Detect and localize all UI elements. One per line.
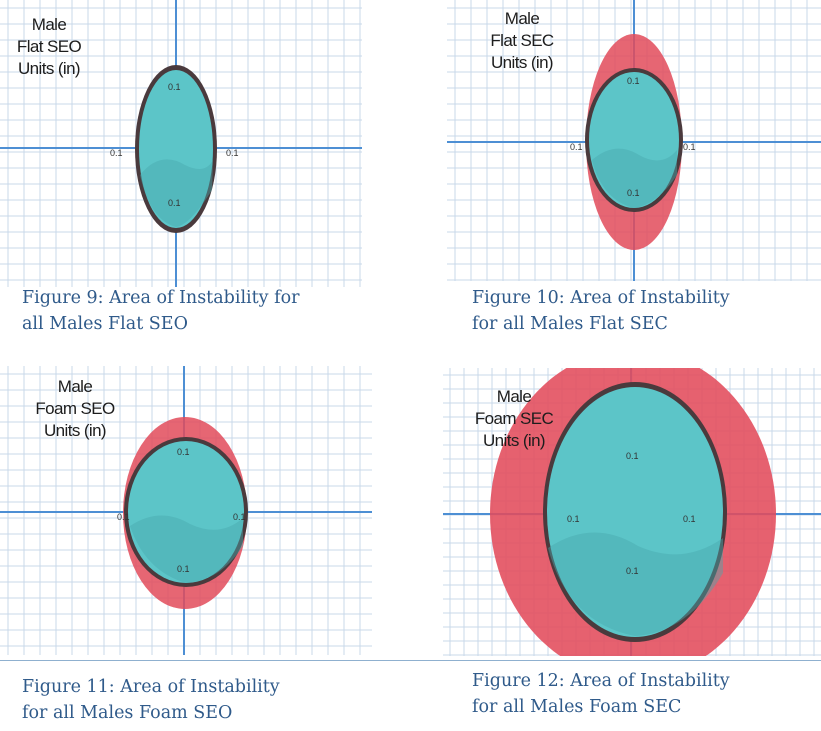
figure-12-tick-top: 0.1: [626, 451, 639, 461]
figure-12-label-line2: Foam SEC: [474, 409, 554, 428]
figure-10-tick-top: 0.1: [627, 76, 640, 86]
figure-9-caption: Figure 9: Area of Instability for all Ma…: [22, 285, 300, 337]
figure-11-shading: [130, 515, 243, 583]
figure-12-label-line1: Male: [496, 387, 532, 406]
figure-11-label-line3: Units (in): [43, 421, 107, 440]
figure-10-caption-line2: for all Males Flat SEC: [472, 314, 668, 334]
figure-10-label-line2: Flat SEC: [490, 31, 554, 50]
figure-11-tick-bottom: 0.1: [177, 564, 190, 574]
figure-12-instability-area: [547, 387, 723, 637]
figure-11-label-line2: Foam SEO: [35, 399, 115, 418]
figure-9-label-line2: Flat SEO: [16, 37, 82, 56]
figure-9-tick-top: 0.1: [168, 82, 181, 92]
figure-10-plot: 0.1 0.1 0.1 0.1 Male Flat SEC Units (in): [447, 0, 821, 281]
figure-11-tick-left: 0.1: [117, 512, 130, 522]
figure-9-tick-left: 0.1: [110, 148, 123, 158]
figure-12-shading: [548, 532, 723, 636]
figure-12-tick-left: 0.1: [567, 514, 580, 524]
figure-12-caption-line2: for all Males Foam SEC: [472, 697, 682, 717]
figure-9-tick-bottom: 0.1: [168, 198, 181, 208]
figure-12-graphic: 0.1 0.1 0.1 0.1: [443, 368, 821, 656]
figure-11-instability-area: [128, 441, 244, 583]
divider: [0, 660, 821, 661]
figure-11-tick-top: 0.1: [177, 447, 190, 457]
figure-11-caption: Figure 11: Area of Instability for all M…: [22, 674, 280, 726]
figure-9-plot: 0.1 0.1 0.1 0.1 Male Flat SEO Units (in): [0, 0, 362, 287]
figure-10-caption: Figure 10: Area of Instability for all M…: [472, 285, 730, 337]
figure-10-shading: [592, 148, 677, 208]
figure-11-caption-line2: for all Males Foam SEO: [22, 703, 233, 723]
figure-12-plot: 0.1 0.1 0.1 0.1 Male Foam SEC Units (in): [443, 368, 821, 656]
figure-11-tick-right: 0.1: [233, 512, 246, 522]
figure-11-caption-line1: Figure 11: Area of Instability: [22, 677, 280, 697]
figure-12-caption: Figure 12: Area of Instability for all M…: [472, 668, 730, 720]
figure-9-label-line1: Male: [31, 15, 67, 34]
figure-9-instability-area: [139, 70, 213, 228]
figure-12-tick-right: 0.1: [683, 514, 696, 524]
figure-12-label-line3: Units (in): [482, 431, 546, 450]
figure-9-shading: [140, 159, 213, 227]
figure-11-graphic: 0.1 0.1 0.1 0.1: [0, 366, 372, 655]
figure-9-caption-line2: all Males Flat SEO: [22, 314, 188, 334]
figure-12-tick-bottom: 0.1: [626, 566, 639, 576]
figure-9-label-line3: Units (in): [17, 59, 81, 78]
figure-10-label-line3: Units (in): [490, 53, 554, 72]
figure-11-plot-label: Male Foam SEO Units (in): [30, 376, 120, 442]
figure-9-tick-right: 0.1: [226, 148, 239, 158]
figure-10-tick-bottom: 0.1: [627, 188, 640, 198]
figure-11-label-line1: Male: [57, 377, 93, 396]
figure-9-caption-line1: Figure 9: Area of Instability for: [22, 288, 300, 308]
figure-11-plot: 0.1 0.1 0.1 0.1 Male Foam SEO Units (in): [0, 366, 372, 655]
figure-10-graphic: 0.1 0.1 0.1 0.1: [447, 0, 821, 281]
figure-10-tick-left: 0.1: [570, 142, 583, 152]
figure-10-plot-label: Male Flat SEC Units (in): [480, 8, 564, 74]
figure-12-caption-line1: Figure 12: Area of Instability: [472, 671, 730, 691]
figure-12-plot-label: Male Foam SEC Units (in): [471, 386, 557, 452]
figure-10-instability-area: [589, 72, 679, 208]
figure-10-caption-line1: Figure 10: Area of Instability: [472, 288, 730, 308]
figure-10-label-line1: Male: [504, 9, 540, 28]
figure-9-plot-label: Male Flat SEO Units (in): [14, 14, 84, 80]
figure-10-tick-right: 0.1: [683, 142, 696, 152]
figure-9-graphic: 0.1 0.1 0.1 0.1: [0, 0, 362, 287]
